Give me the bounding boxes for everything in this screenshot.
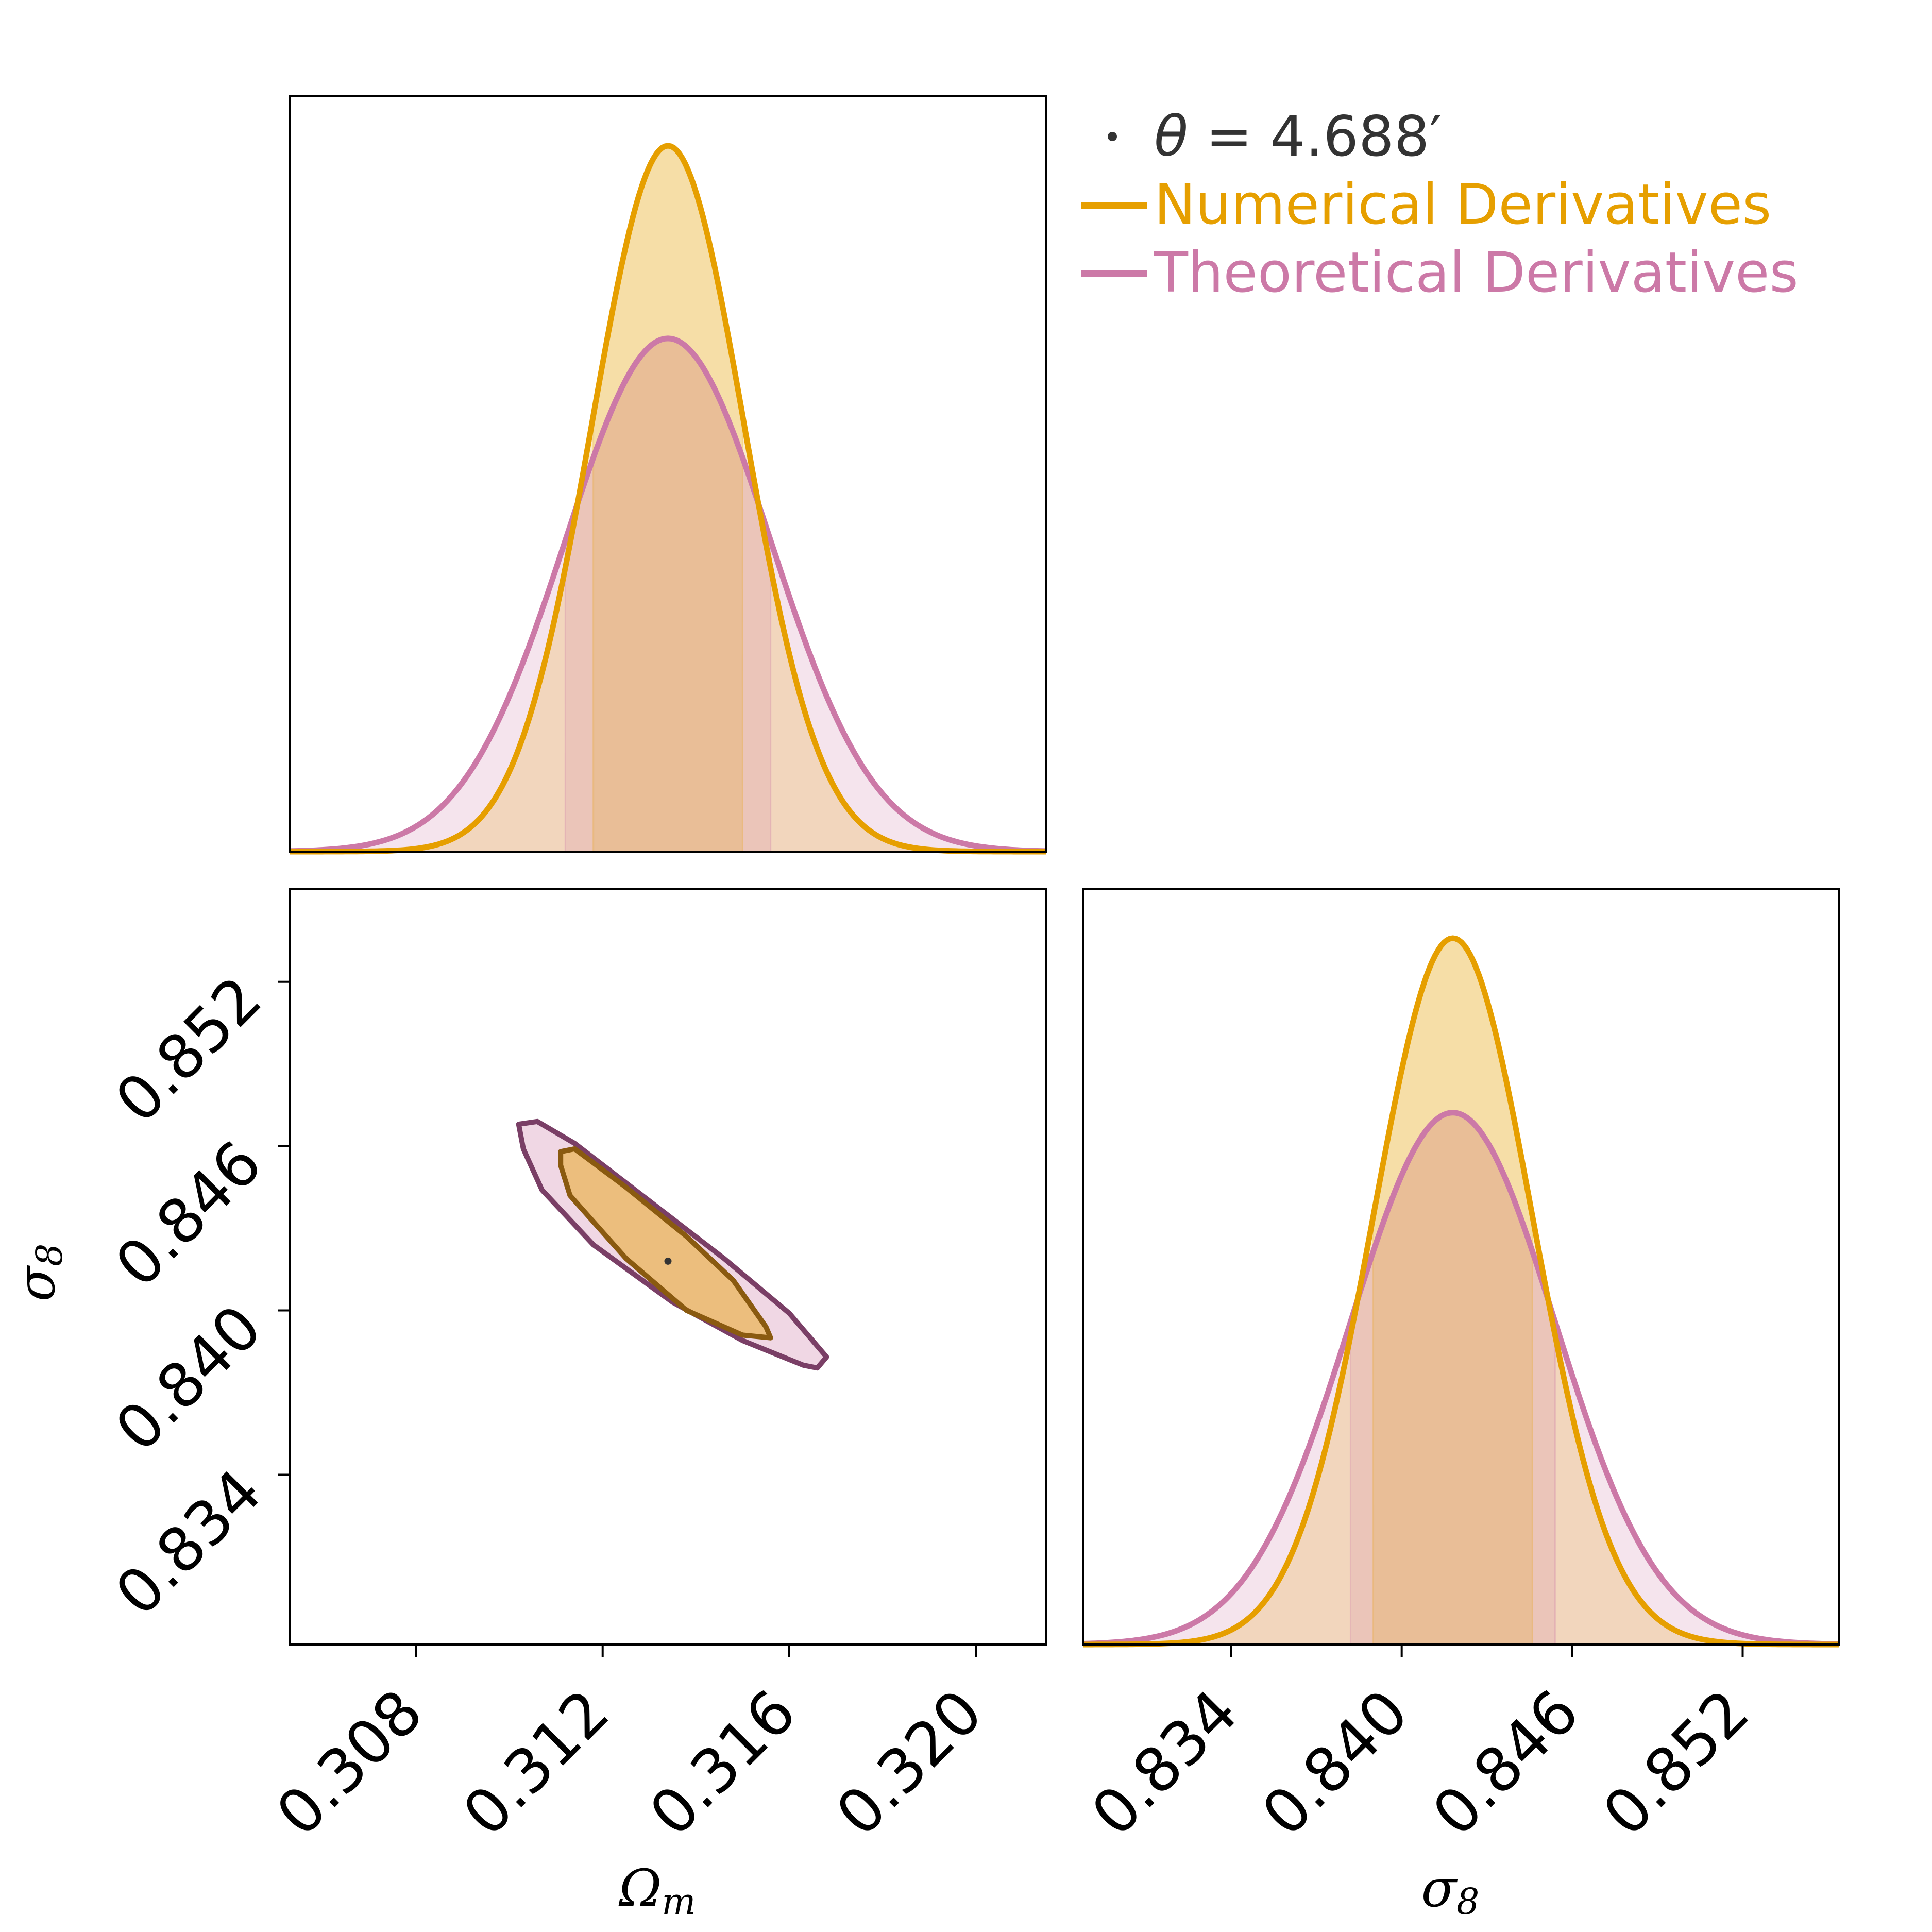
omega-m-numerical-derivatives-area: [290, 145, 1046, 852]
omega-m-x-tick-label: 0.308: [263, 1676, 436, 1849]
omega-m-x-tick-label: 0.316: [636, 1676, 809, 1849]
sigma-8-y-tick-label: 0.834: [101, 1456, 275, 1629]
omega-m-axis-label: Ωm: [618, 1858, 696, 1923]
legend-label-numerical: Numerical Derivatives: [1154, 173, 1772, 237]
sigma-8-x-tick-label: 0.840: [1248, 1676, 1421, 1849]
fiducial-marker-icon: [1108, 132, 1117, 141]
sigma-8-x-tick-label: 0.852: [1589, 1676, 1762, 1849]
sigma-8-theoretical-derivatives-line: [1083, 1110, 1840, 1647]
numerical-line-icon: [1081, 202, 1147, 209]
sigma-8-numerical-derivatives-line: [1083, 935, 1839, 1648]
sigma-8-numerical-derivatives-area: [1083, 938, 1839, 1645]
legend-theta-symbol: θ: [1154, 105, 1189, 169]
omega-m-numerical-derivatives-line: [290, 143, 1046, 855]
sigma-8-y-tick-label: 0.852: [101, 963, 275, 1136]
sigma-8-y-tick-label: 0.846: [101, 1127, 275, 1300]
sigma-8-x-tick-label: 0.834: [1078, 1676, 1251, 1849]
sigma-8-marginal-axis-label: σ8: [1421, 1858, 1480, 1923]
legend-theta-value: = 4.688′: [1188, 105, 1442, 169]
omega-m-theoretical-derivatives-line: [290, 335, 1046, 854]
sigma-8-x-tick-label: 0.846: [1419, 1676, 1592, 1849]
omega-m-x-tick-label: 0.312: [449, 1676, 622, 1849]
sigma-8-panel-frame: [1082, 888, 1840, 1646]
legend-label-fiducial: θ = 4.688′: [1154, 103, 1442, 171]
joint-numerical-derivatives-contour: [558, 1146, 773, 1341]
joint-panel-frame: [289, 888, 1047, 1646]
joint-contour-panel: 0.308 0.312 0.316 0.320 0.8340.8400.8460.852…: [6, 888, 1047, 1923]
sigma-8-theoretical-derivatives-area: [1083, 1112, 1839, 1645]
omega-m-panel-frame: [289, 95, 1047, 853]
theoretical-line-icon: [1081, 270, 1147, 277]
sigma-8-y-tick-label: 0.840: [101, 1292, 275, 1465]
sigma-8-numerical-derivatives-interval-band: [1372, 937, 1533, 1646]
sigma-8-axis-label: σ8: [6, 1244, 71, 1302]
fiducial-point: [664, 1257, 672, 1265]
legend-label-theoretical: Theoretical Derivatives: [1154, 241, 1799, 305]
omega-m-theoretical-derivatives-area: [290, 338, 1046, 852]
marginal-omega-m-panel: [289, 95, 1047, 855]
omega-m-numerical-derivatives-interval-band: [592, 145, 743, 853]
omega-m-x-tick-label: 0.320: [823, 1676, 996, 1849]
